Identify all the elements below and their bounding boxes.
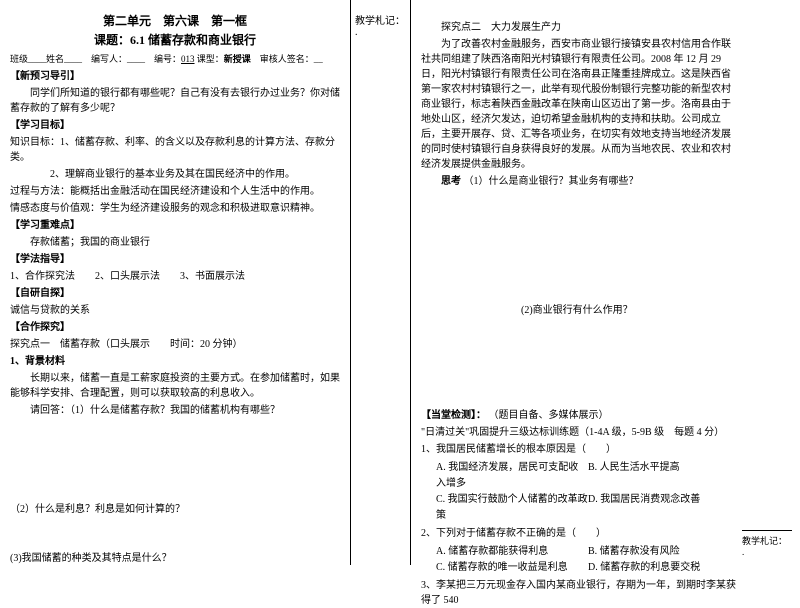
method-label: 【学法指导】	[10, 252, 340, 267]
unit-title: 第二单元 第六课 第一框	[10, 12, 340, 29]
goal-knowledge-2: 2、理解商业银行的基本业务及其在国民经济中的作用。	[10, 167, 340, 182]
explore-2-title: 探究点二 大力发展生产力	[421, 20, 740, 35]
self-topic: 诚信与贷款的关系	[10, 303, 340, 318]
mcq-3: 3、李某把三万元现金存入国内某商业银行，存期为一年，到期时李某获得了 540	[421, 578, 740, 608]
explore-1-title: 探究点一 储蓄存款（口头展示 时间：20 分钟）	[10, 337, 340, 352]
test-note: （题目自备、多媒体展示）	[489, 410, 609, 421]
mcq-1-d: D. 我国居民消费观念改善	[588, 492, 740, 524]
teaching-notes-dot: .	[355, 27, 406, 38]
test-label: 【当堂检测】：	[421, 410, 486, 421]
think-q1: （1）什么是商业银行？其业务有哪些？	[464, 176, 639, 187]
mcq-1-choices: A. 我国经济发展，居民可支配收入增多 B. 人民生活水平提高 C. 我国实行鼓…	[436, 460, 740, 524]
teaching-notes-footer-label: 教学札记：	[742, 534, 792, 547]
left-column: 第二单元 第六课 第一框 课题：6.1 储蓄存款和商业银行 班级____姓名__…	[0, 0, 350, 565]
goal-knowledge-1: 知识目标：1、储蓄存款、利率、的含义以及存款利息的计算方法、存款分类。	[10, 135, 340, 165]
teaching-notes-label: 教学札记：	[355, 12, 406, 27]
preview-question: 同学们所知道的银行都有哪些呢？自己有没有去银行办过业务？你对储蓄存款的了解有多少…	[10, 86, 340, 116]
mcq-2: 2、下列对于储蓄存款不正确的是（ ）	[421, 526, 740, 541]
doc-number: 013	[181, 54, 195, 64]
right-column: 探究点二 大力发展生产力 为了改善农村金融服务，西安市商业银行接镇安县农村信用合…	[410, 0, 800, 565]
think-label: 思考	[441, 176, 461, 187]
preview-label: 【新预习导引】	[10, 69, 340, 84]
question-2: （2）什么是利息？利息是如何计算的？	[10, 502, 340, 517]
goals-label: 【学习目标】	[10, 118, 340, 133]
coop-label: 【合作探究】	[10, 320, 340, 335]
focus-label: 【学习重难点】	[10, 218, 340, 233]
mcq-2-c: C. 储蓄存款的唯一收益是利息	[436, 560, 588, 576]
topic-title: 课题：6.1 储蓄存款和商业银行	[10, 31, 340, 48]
self-label: 【自研自探】	[10, 286, 340, 301]
think-line: 思考 （1）什么是商业银行？其业务有哪些？	[421, 174, 740, 189]
methods: 1、合作探究法 2、口头展示法 3、书面展示法	[10, 269, 340, 284]
mcq-1-c: C. 我国实行鼓励个人储蓄的改革政策	[436, 492, 588, 524]
goal-emotion: 情感态度与价值观：学生为经济建设服务的观念和积极进取意识精神。	[10, 201, 340, 216]
focus-text: 存款储蓄；我国的商业银行	[10, 235, 340, 250]
page: 第二单元 第六课 第一框 课题：6.1 储蓄存款和商业银行 班级____姓名__…	[0, 0, 800, 565]
goal-process: 过程与方法：能概括出金融活动在国民经济建设和个人生活中的作用。	[10, 184, 340, 199]
background-text: 长期以来，储蓄一直是工薪家庭投资的主要方式。在参加储蓄时，如果能够科学安排、合理…	[10, 371, 340, 401]
middle-column: 教学札记： .	[350, 0, 410, 565]
mcq-2-b: B. 储蓄存款没有风险	[588, 544, 740, 560]
mcq-1-a: A. 我国经济发展，居民可支配收入增多	[436, 460, 588, 492]
teaching-notes-footer-dot: .	[742, 547, 792, 557]
think-q2: (2)商业银行有什么作用？	[421, 303, 740, 318]
mcq-2-a: A. 储蓄存款都能获得利息	[436, 544, 588, 560]
background-label: 1、背景材料	[10, 354, 340, 369]
mcq-1-b: B. 人民生活水平提高	[588, 460, 740, 492]
mcq-1: 1、我国居民储蓄增长的根本原因是（ ）	[421, 442, 740, 457]
meta-line: 班级____姓名____ 编写人：____ 编号：013 课型：新授课 审核人签…	[10, 52, 340, 65]
class-type: 新授课	[224, 54, 251, 64]
explore-2-text: 为了改善农村金融服务，西安市商业银行接镇安县农村信用合作联社共同组建了陕西洛南阳…	[421, 37, 740, 172]
mcq-2-d: D. 储蓄存款的利息要交税	[588, 560, 740, 576]
question-3: (3)我国储蓄的种类及其特点是什么？	[10, 551, 340, 566]
mcq-2-choices: A. 储蓄存款都能获得利息 B. 储蓄存款没有风险 C. 储蓄存款的唯一收益是利…	[436, 544, 740, 576]
title-block: 第二单元 第六课 第一框 课题：6.1 储蓄存款和商业银行	[10, 12, 340, 48]
daily-practice: "日清过关"巩固提升三级达标训练题（1-4A 级，5-9B 级 每题 4 分）	[421, 425, 740, 440]
teaching-notes-footer: 教学札记： .	[742, 530, 792, 557]
test-line: 【当堂检测】： （题目自备、多媒体展示）	[421, 408, 740, 423]
question-1: 请回答：（1）什么是储蓄存款？我国的储蓄机构有哪些？	[10, 403, 340, 418]
